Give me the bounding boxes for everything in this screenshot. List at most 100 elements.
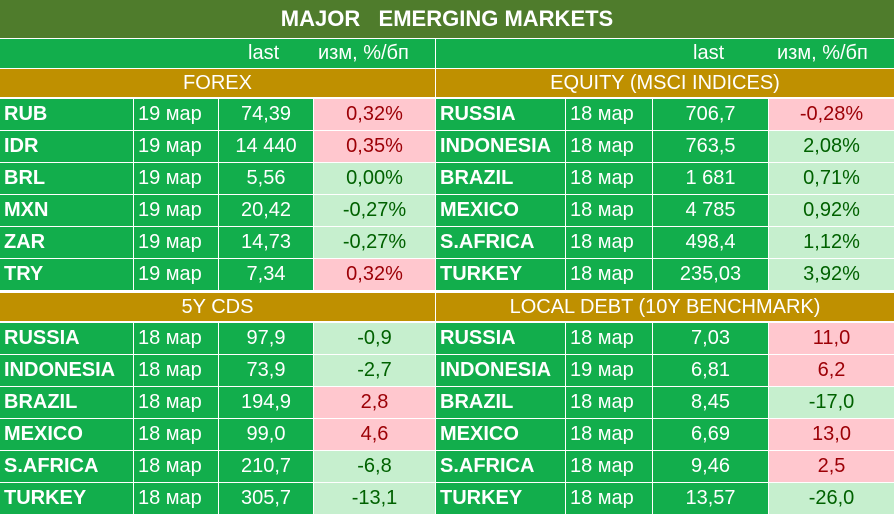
debt-row-date: 18 мар [566, 419, 652, 450]
debt-row-change: 2,5 [769, 451, 894, 482]
debt-row-name: MEXICO [436, 419, 565, 450]
cds-row-change: -2,7 [314, 355, 435, 386]
forex-row-name: MXN [0, 195, 133, 226]
debt-row-name: RUSSIA [436, 323, 565, 354]
equity-row-change: 0,71% [769, 163, 894, 194]
equity-row-last-value: 498,4 [653, 227, 768, 258]
cds-row-change: -0,9 [314, 323, 435, 354]
forex-row-last-value: 20,42 [219, 195, 313, 226]
forex-row-date: 19 мар [134, 259, 218, 290]
debt-row-change: 6,2 [769, 355, 894, 386]
cds-row-name: RUSSIA [0, 323, 133, 354]
debt-row-last-value: 8,45 [653, 387, 768, 418]
equity-row-change: 3,92% [769, 259, 894, 290]
equity-row-name: BRAZIL [436, 163, 565, 194]
forex-row-last-value: 7,34 [219, 259, 313, 290]
forex-row-change: 0,00% [314, 163, 435, 194]
cds-row-name: INDONESIA [0, 355, 133, 386]
forex-row-date: 19 мар [134, 131, 218, 162]
equity-row-last-value: 4 785 [653, 195, 768, 226]
debt-row-name: INDONESIA [436, 355, 565, 386]
column-header-right: last изм, %/бп [436, 39, 894, 68]
forex-row-date: 19 мар [134, 227, 218, 258]
section-forex: FOREX [0, 69, 435, 97]
column-last-label: last [693, 42, 725, 64]
cds-row-change: -6,8 [314, 451, 435, 482]
forex-row-name: BRL [0, 163, 133, 194]
equity-row-date: 18 мар [566, 131, 652, 162]
cds-row-date: 18 мар [134, 451, 218, 482]
cds-row-change: 4,6 [314, 419, 435, 450]
forex-row-change: -0,27% [314, 227, 435, 258]
equity-row-change: -0,28% [769, 99, 894, 130]
cds-row-date: 18 мар [134, 387, 218, 418]
equity-row-date: 18 мар [566, 163, 652, 194]
forex-row-name: RUB [0, 99, 133, 130]
debt-row-date: 18 мар [566, 323, 652, 354]
cds-row-change: 2,8 [314, 387, 435, 418]
cds-row-date: 18 мар [134, 483, 218, 514]
sheet-title: MAJOR EMERGING MARKETS [0, 0, 894, 38]
forex-row-last-value: 14 440 [219, 131, 313, 162]
forex-row-date: 19 мар [134, 99, 218, 130]
section-debt: LOCAL DEBT (10Y BENCHMARK) [436, 293, 894, 321]
cds-row-name: BRAZIL [0, 387, 133, 418]
cds-row-date: 18 мар [134, 355, 218, 386]
debt-row-change: -26,0 [769, 483, 894, 514]
forex-row-date: 19 мар [134, 195, 218, 226]
section-cds: 5Y CDS [0, 293, 435, 321]
equity-row-change: 2,08% [769, 131, 894, 162]
cds-row-name: MEXICO [0, 419, 133, 450]
debt-row-last-value: 7,03 [653, 323, 768, 354]
equity-row-date: 18 мар [566, 259, 652, 290]
column-change-label: изм, %/бп [318, 42, 409, 64]
debt-row-change: 11,0 [769, 323, 894, 354]
forex-row-last-value: 5,56 [219, 163, 313, 194]
forex-row-name: IDR [0, 131, 133, 162]
debt-row-last-value: 6,69 [653, 419, 768, 450]
debt-row-date: 19 мар [566, 355, 652, 386]
equity-row-change: 1,12% [769, 227, 894, 258]
equity-row-name: RUSSIA [436, 99, 565, 130]
equity-row-date: 18 мар [566, 227, 652, 258]
forex-row-change: 0,35% [314, 131, 435, 162]
column-change-label: изм, %/бп [777, 42, 868, 64]
equity-row-name: MEXICO [436, 195, 565, 226]
debt-row-date: 18 мар [566, 387, 652, 418]
forex-row-last-value: 14,73 [219, 227, 313, 258]
cds-row-date: 18 мар [134, 323, 218, 354]
cds-row-date: 18 мар [134, 419, 218, 450]
debt-row-change: 13,0 [769, 419, 894, 450]
column-header-left: last изм, %/бп [0, 39, 435, 68]
equity-row-last-value: 706,7 [653, 99, 768, 130]
cds-row-name: S.AFRICA [0, 451, 133, 482]
cds-row-last-value: 210,7 [219, 451, 313, 482]
forex-row-name: ZAR [0, 227, 133, 258]
cds-row-last-value: 194,9 [219, 387, 313, 418]
cds-row-last-value: 305,7 [219, 483, 313, 514]
debt-row-date: 18 мар [566, 483, 652, 514]
debt-row-name: TURKEY [436, 483, 565, 514]
equity-row-name: TURKEY [436, 259, 565, 290]
debt-row-name: S.AFRICA [436, 451, 565, 482]
debt-row-date: 18 мар [566, 451, 652, 482]
forex-row-change: 0,32% [314, 259, 435, 290]
cds-row-last-value: 99,0 [219, 419, 313, 450]
debt-row-name: BRAZIL [436, 387, 565, 418]
equity-row-name: INDONESIA [436, 131, 565, 162]
debt-row-last-value: 6,81 [653, 355, 768, 386]
cds-row-last-value: 73,9 [219, 355, 313, 386]
debt-row-last-value: 9,46 [653, 451, 768, 482]
cds-row-last-value: 97,9 [219, 323, 313, 354]
equity-row-last-value: 235,03 [653, 259, 768, 290]
section-equity: EQUITY (MSCI INDICES) [436, 69, 894, 97]
forex-row-change: 0,32% [314, 99, 435, 130]
cds-row-change: -13,1 [314, 483, 435, 514]
equity-row-date: 18 мар [566, 195, 652, 226]
debt-row-change: -17,0 [769, 387, 894, 418]
cds-row-name: TURKEY [0, 483, 133, 514]
equity-row-date: 18 мар [566, 99, 652, 130]
forex-row-change: -0,27% [314, 195, 435, 226]
column-last-label: last [248, 42, 280, 64]
